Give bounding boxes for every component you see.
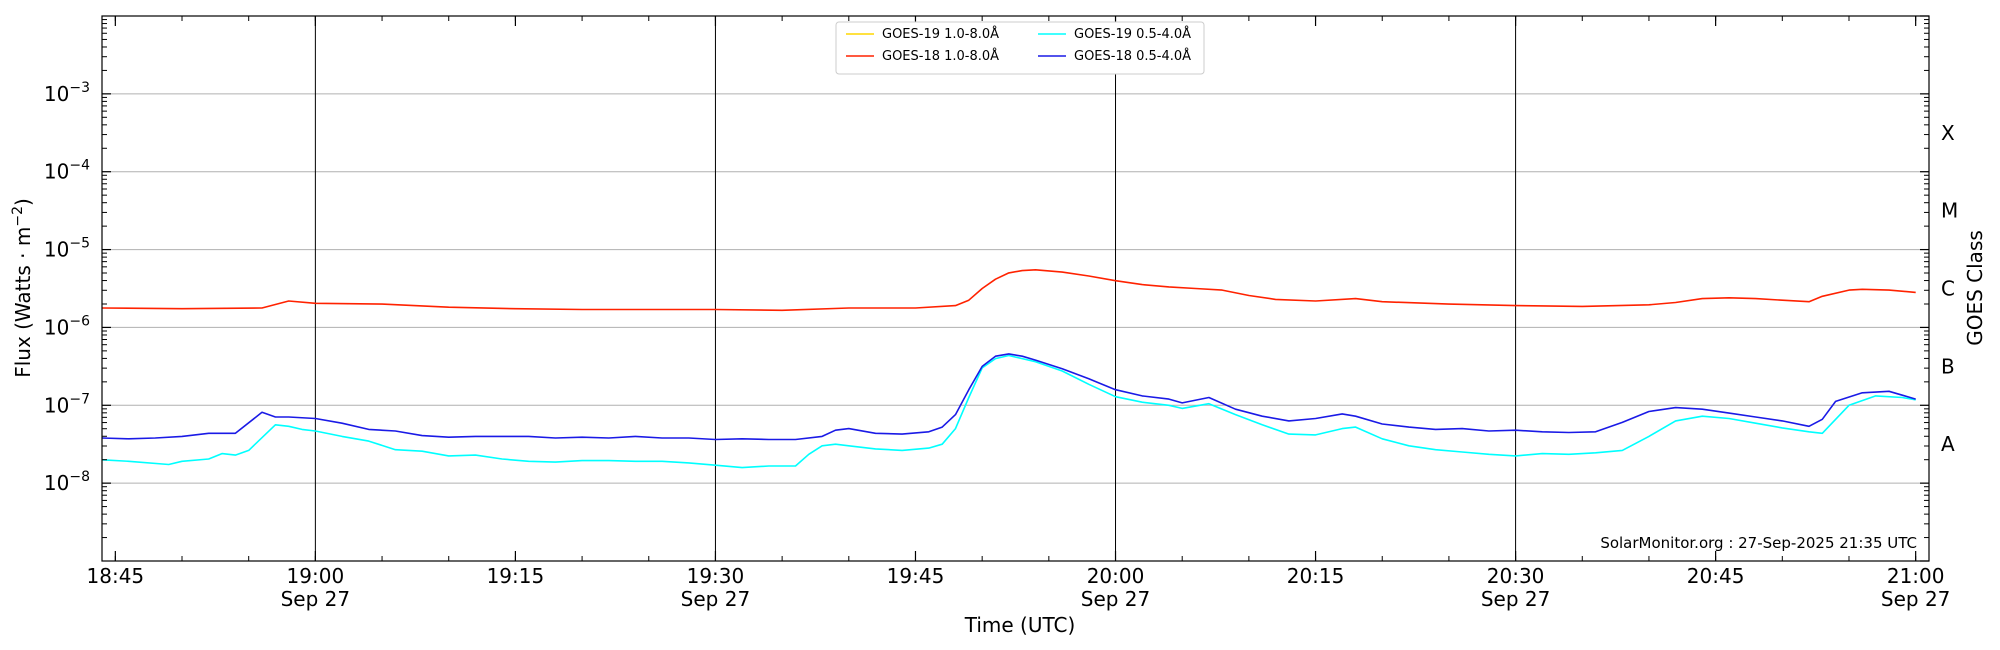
y-tick-label: 10−4 xyxy=(44,158,90,184)
legend: GOES-19 1.0-8.0Å GOES-18 1.0-8.0Å GOES-19 … xyxy=(835,21,1205,75)
x-tick-label: 19:15 xyxy=(487,564,545,588)
watermark-text: SolarMonitor.org : 27-Sep-2025 21:35 UTC xyxy=(1600,534,1917,552)
y-tick-label: 10−6 xyxy=(44,313,90,339)
goes-class-label: C xyxy=(1941,277,1955,301)
legend-box xyxy=(835,21,1205,75)
series-line xyxy=(101,353,1916,441)
x-axis-label: Time (UTC) xyxy=(964,613,1076,637)
x-tick-label: 19:00 xyxy=(287,564,345,588)
grid-layer xyxy=(102,16,1929,561)
y-tick-label: 10−3 xyxy=(44,80,90,106)
goes-class-label: B xyxy=(1941,354,1955,378)
plot-frame xyxy=(101,15,1930,562)
y-tick-label: 10−8 xyxy=(44,469,90,495)
series-line xyxy=(101,269,1916,312)
y-tick-label: 10−7 xyxy=(44,391,90,417)
x-tick-label: 19:30 xyxy=(687,564,745,588)
x-tick-label: 21:00 xyxy=(1887,564,1945,588)
x-tick-date-label: Sep 27 xyxy=(281,587,351,611)
goes-class-label: M xyxy=(1941,199,1958,223)
x-tick-date-label: Sep 27 xyxy=(1881,587,1951,611)
series-line xyxy=(101,354,1916,469)
x-tick-label: 20:45 xyxy=(1687,564,1745,588)
goes-class-axis-label: GOES Class xyxy=(1963,230,1987,346)
legend-label: GOES-18 1.0-8.0Å xyxy=(882,48,999,64)
x-tick-label: 20:30 xyxy=(1487,564,1545,588)
x-tick-label: 18:45 xyxy=(87,564,145,588)
legend-label: GOES-19 1.0-8.0Å xyxy=(882,26,999,42)
goes-class-label: A xyxy=(1941,432,1955,456)
x-tick-label: 20:15 xyxy=(1287,564,1345,588)
series-layer xyxy=(101,269,1916,469)
x-tick-date-label: Sep 27 xyxy=(1481,587,1551,611)
x-tick-date-label: Sep 27 xyxy=(681,587,751,611)
legend-label: GOES-19 0.5-4.0Å xyxy=(1074,26,1191,42)
legend-label: GOES-18 0.5-4.0Å xyxy=(1074,48,1191,64)
goes-class-label: X xyxy=(1941,121,1955,145)
legend-items: GOES-19 1.0-8.0Å GOES-18 1.0-8.0Å GOES-19 … xyxy=(846,26,1191,64)
y-axis-label: Flux (Watts · m−2) xyxy=(10,198,35,378)
x-tick-label: 20:00 xyxy=(1087,564,1145,588)
y-tick-label: 10−5 xyxy=(44,236,90,262)
x-tick-date-label: Sep 27 xyxy=(1081,587,1151,611)
x-tick-label: 19:45 xyxy=(887,564,945,588)
